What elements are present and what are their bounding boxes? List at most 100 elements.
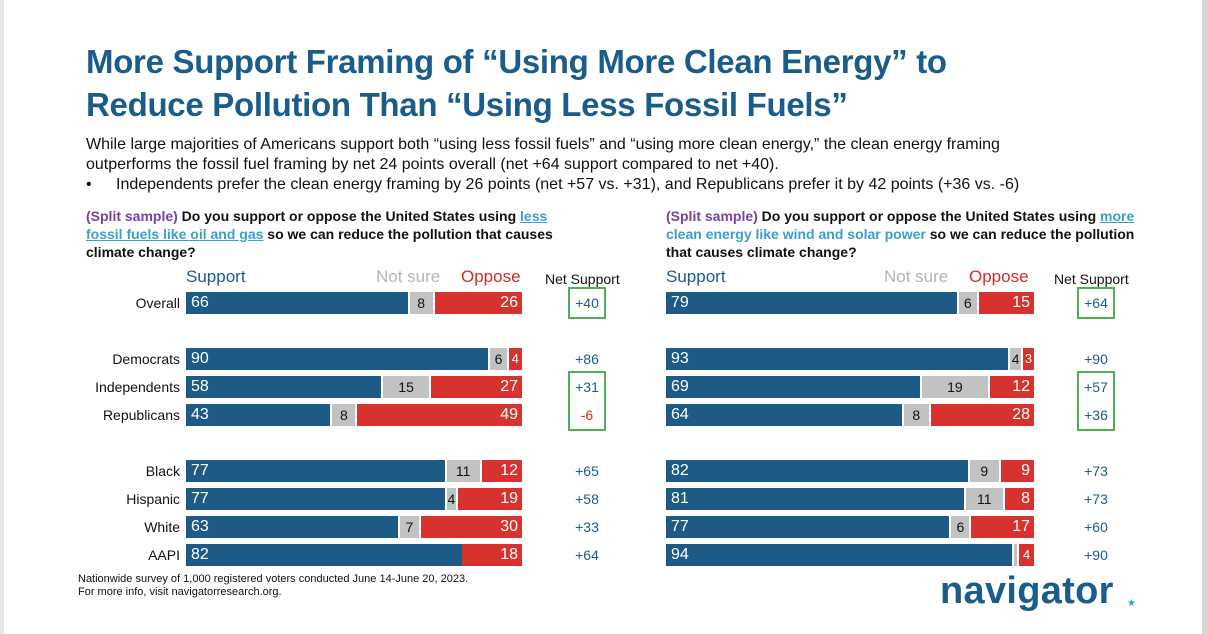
logo-star-icon: ★ [1127, 598, 1136, 609]
net-support-value: +73 [1084, 463, 1108, 479]
value-not-sure: 8 [340, 407, 348, 423]
value-support: 43 [191, 406, 209, 423]
value-oppose: 18 [500, 546, 518, 563]
bar-oppose [1004, 488, 1034, 510]
bar-not-sure [382, 376, 430, 398]
bar-support [666, 516, 950, 538]
net-support-value: +86 [575, 351, 599, 367]
bar-support [186, 516, 398, 538]
value-not-sure: 7 [405, 519, 414, 535]
bar-support [186, 292, 408, 314]
net-support-value: -6 [580, 407, 594, 423]
value-support: 66 [191, 294, 209, 311]
net-support-value: +33 [575, 519, 599, 535]
question-left-part2: so we can reduce the pollution that caus… [86, 226, 553, 260]
footnote: Nationwide survey of 1,000 registered vo… [78, 573, 468, 599]
net-support-value: +40 [575, 295, 599, 311]
value-support: 82 [191, 546, 209, 563]
header-support: Support [186, 267, 246, 286]
header-oppose: Oppose [461, 267, 521, 286]
net-support-value: +60 [1084, 519, 1108, 535]
bar-support [186, 348, 489, 370]
value-not-sure: 4 [447, 491, 456, 507]
bar-not-sure [446, 460, 480, 482]
net-support-value: +90 [1084, 351, 1108, 367]
bar-oppose [978, 292, 1034, 314]
bar-not-sure [951, 516, 970, 538]
value-support: 63 [191, 518, 209, 535]
bar-oppose [434, 292, 522, 314]
left-edge [0, 0, 4, 634]
question-left-prefix: (Split sample) [86, 208, 178, 224]
value-support: 93 [671, 350, 689, 367]
bar-oppose [461, 544, 522, 566]
value-support: 69 [671, 378, 689, 395]
title-line-1: More Support Framing of “Using More Clea… [86, 43, 947, 80]
value-oppose: 28 [1012, 406, 1030, 423]
bar-not-sure [409, 292, 433, 314]
value-not-sure: 8 [417, 295, 426, 311]
chart-right: Support Not sure Oppose Net Support 79 6 15 +64… [660, 265, 1150, 575]
net-highlight-box [568, 371, 606, 431]
row-label: Independents [95, 379, 180, 395]
footnote-line-2: For more info, visit navigatorresearch.o… [78, 586, 282, 598]
row-label: AAPI [148, 547, 180, 563]
bar-support [186, 488, 445, 510]
value-not-sure: 9 [980, 463, 989, 479]
header-support: Support [666, 267, 726, 286]
subtitle-line-2: outperforms the fossil fuel framing by n… [86, 156, 779, 173]
value-oppose: 8 [1021, 490, 1030, 507]
net-support-value: +64 [1084, 295, 1108, 311]
value-oppose: 49 [500, 406, 518, 423]
net-highlight-box [568, 287, 606, 319]
bar-oppose [508, 348, 522, 370]
value-support: 81 [671, 490, 689, 507]
question-left-part1: Do you support or oppose the United Stat… [177, 208, 521, 224]
value-oppose: 15 [1012, 294, 1030, 311]
bar-not-sure [1013, 544, 1018, 566]
net-highlight-box [1077, 371, 1115, 431]
question-left-highlight: less fossil fuels like oil and gas [86, 208, 548, 242]
bar-oppose [930, 404, 1034, 426]
value-oppose: 27 [500, 378, 518, 395]
bar-support [666, 404, 902, 426]
row-label: White [144, 519, 180, 535]
subtitle-bullet: • Independents prefer the clean energy fr… [86, 175, 1166, 195]
value-oppose: 12 [1012, 378, 1030, 395]
bar-oppose [458, 488, 522, 510]
bar-support [186, 460, 445, 482]
bar-oppose [357, 404, 522, 426]
row-label: Democrats [112, 351, 180, 367]
bar-oppose [971, 516, 1034, 538]
bar-not-sure [903, 404, 929, 426]
question-right: (Split sample) Do you support or oppose … [666, 207, 1156, 261]
bullet-marker: • [86, 176, 92, 193]
net-support-value: +58 [575, 491, 599, 507]
value-oppose: 4 [511, 351, 519, 366]
value-oppose: 9 [1021, 462, 1030, 479]
bar-not-sure [446, 488, 457, 510]
net-support-value: +90 [1084, 547, 1108, 563]
value-support: 77 [671, 518, 689, 535]
page-title: More Support Framing of “Using More Clea… [86, 40, 1166, 126]
bar-support [666, 348, 1009, 370]
value-not-sure: 4 [1011, 351, 1020, 367]
bullet-text: Independents prefer the clean energy fra… [116, 176, 1020, 193]
value-support: 77 [191, 462, 209, 479]
navigator-logo: navigator [940, 570, 1114, 612]
value-oppose: 26 [500, 294, 518, 311]
right-edge [1202, 0, 1208, 634]
bar-not-sure [1010, 348, 1021, 370]
value-support: 79 [671, 294, 689, 311]
question-right-highlight: clean energy like wind and solar power [666, 226, 926, 242]
value-support: 82 [671, 462, 689, 479]
value-oppose: 3 [1024, 351, 1033, 366]
bar-support [666, 292, 957, 314]
value-support: 77 [191, 490, 209, 507]
bar-not-sure [490, 348, 507, 370]
value-not-sure: 11 [977, 491, 992, 507]
value-oppose: 19 [500, 490, 518, 507]
net-support-value: +57 [1084, 379, 1108, 395]
header-net-support: Net Support [545, 271, 620, 287]
bar-not-sure [958, 292, 977, 314]
